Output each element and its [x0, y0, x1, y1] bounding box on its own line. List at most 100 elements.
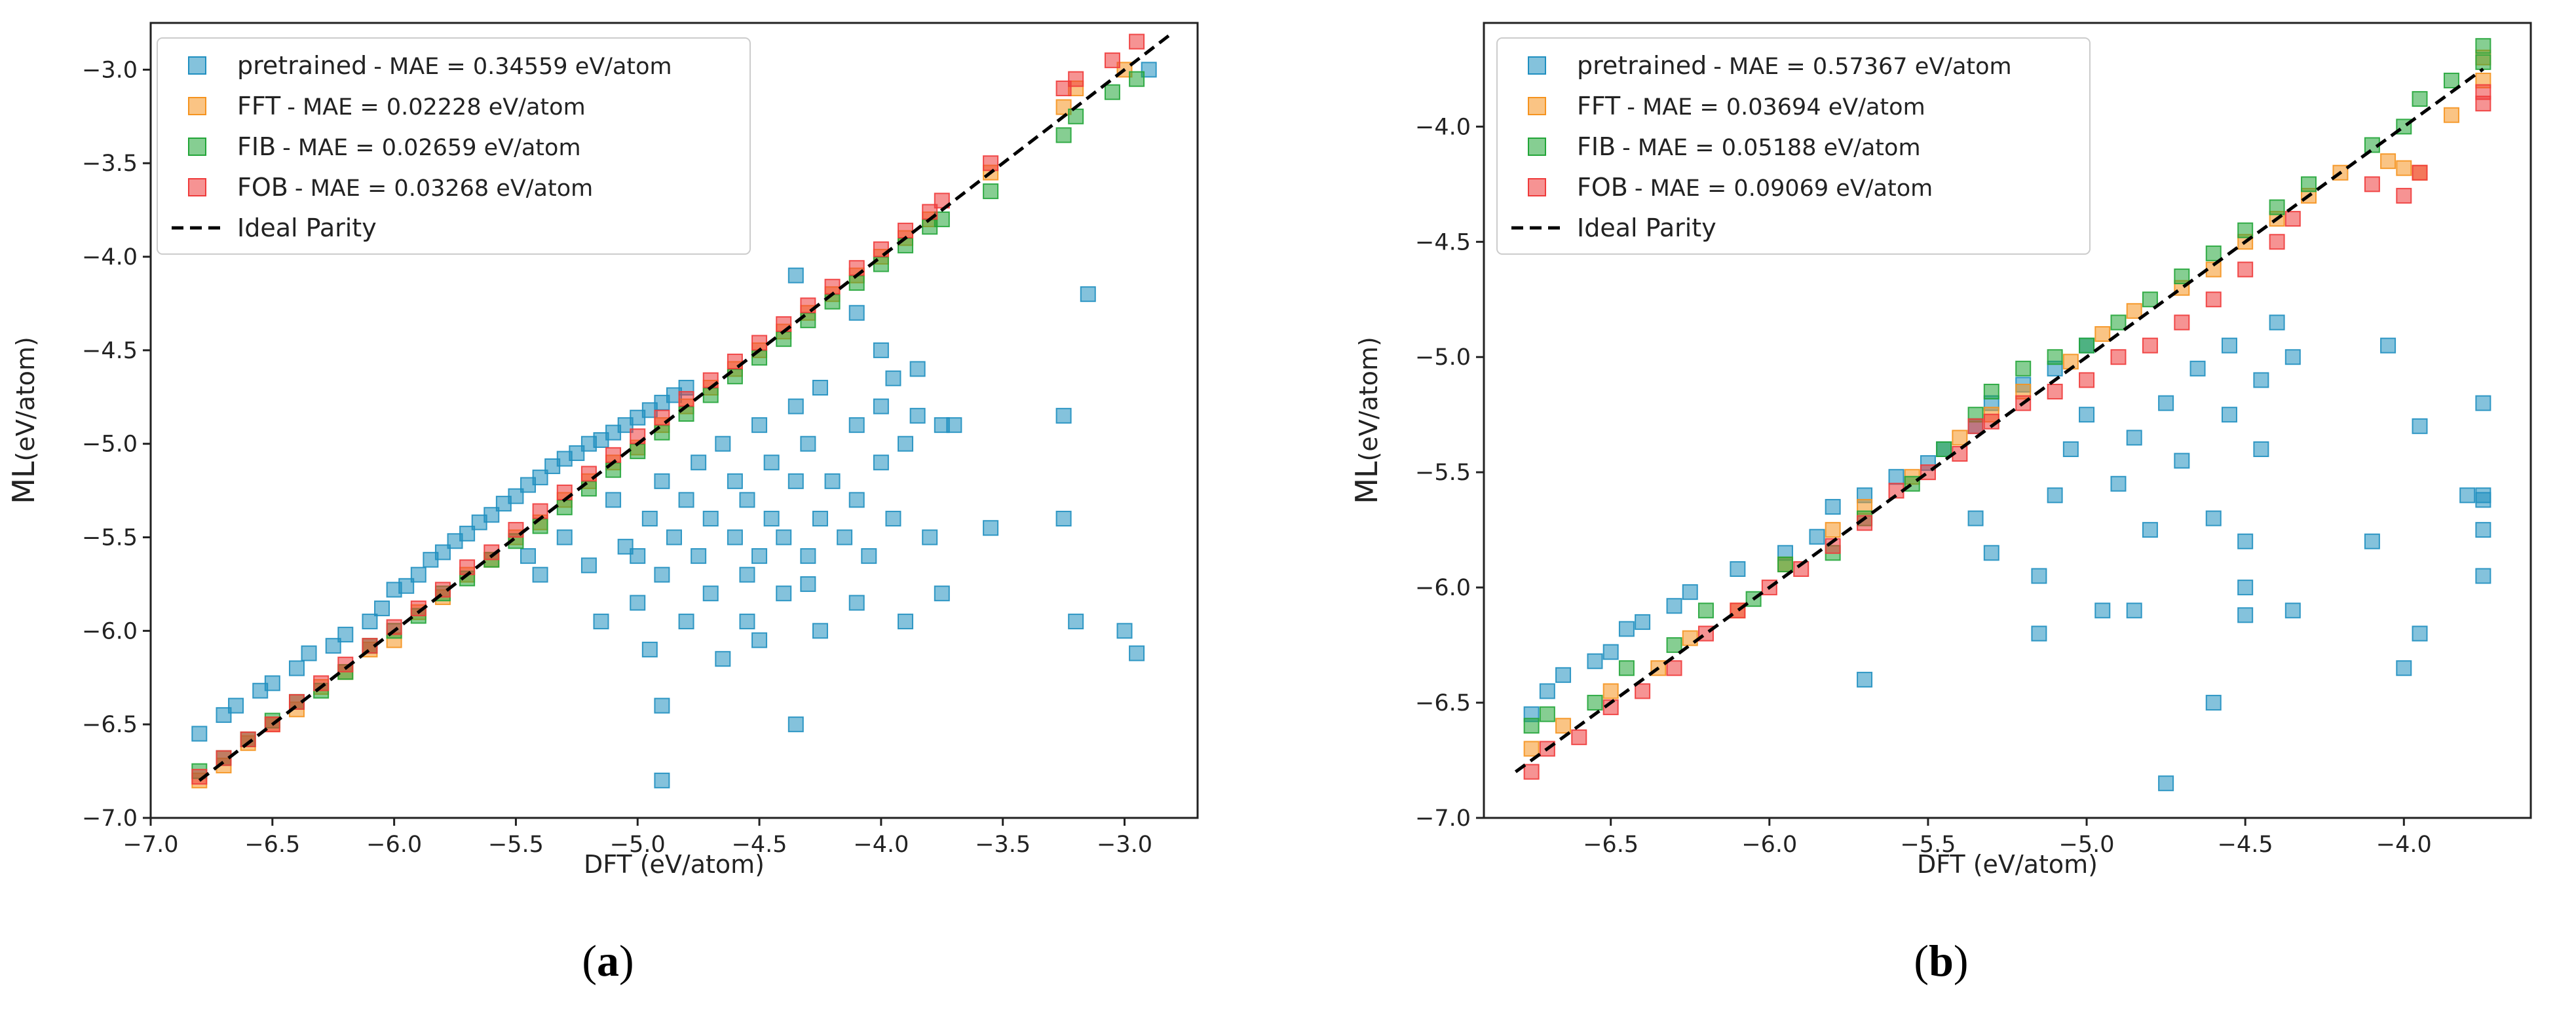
data-point-fob [386, 619, 402, 635]
x-tick-label: −5.0 [2059, 832, 2115, 858]
data-point-pretrained [1857, 671, 1873, 688]
y-tick-label: −6.0 [82, 618, 138, 644]
x-tick-label: −6.5 [244, 832, 300, 858]
data-point-pretrained [398, 578, 415, 594]
x-axis-label: DFT (eV/atom) [584, 850, 765, 879]
data-point-pretrained [702, 510, 719, 526]
data-point-pretrained [812, 623, 828, 639]
data-point-fob [2364, 176, 2380, 193]
y-tick-label: −4.0 [1415, 114, 1471, 140]
data-point-pretrained [909, 361, 926, 377]
data-point-pretrained [1618, 621, 1635, 637]
data-point-pretrained [873, 398, 889, 415]
legend-item-parity: Ideal Parity [1511, 213, 1716, 242]
data-point-pretrained [1967, 510, 1984, 526]
panel-b: −6.5 −6.0 −5.5 −5.0 −4.5 −4.0 −7.0 −6.5 −6.0 −5.5… [1349, 22, 2532, 986]
caption-open: ( [1914, 936, 1929, 986]
data-point-pretrained [787, 398, 804, 415]
data-point-fob [2396, 187, 2412, 204]
data-point-pretrained [556, 529, 573, 545]
legend-metric: - MAE = 0.05188 eV/atom [1622, 135, 1920, 161]
series-pretrained [1523, 314, 2491, 792]
data-point-pretrained [787, 716, 804, 733]
data-point-pretrained [617, 538, 634, 555]
legend-label: pretrained - MAE = 0.34559 eV/atom [237, 51, 672, 80]
data-point-pretrained [654, 566, 670, 583]
ideal-parity-line [1514, 67, 2484, 773]
y-tick-label: −5.5 [82, 525, 138, 551]
data-point-pretrained [2396, 660, 2412, 676]
data-point-pretrained [763, 454, 780, 471]
data-point-fib [1587, 695, 1603, 711]
data-point-pretrained [2269, 314, 2285, 331]
data-point-pretrained [1055, 510, 1072, 526]
legend-item-fft: FFT - MAE = 0.02228 eV/atom [188, 92, 586, 120]
legend-swatch-pretrained [188, 56, 206, 75]
data-point-pretrained [739, 566, 755, 583]
data-point-pretrained [2205, 510, 2222, 526]
x-tick-label: −3.0 [1097, 832, 1152, 858]
data-point-pretrained [288, 660, 305, 676]
data-point-pretrained [337, 627, 354, 643]
data-point-fib [702, 387, 719, 403]
data-point-fft [1602, 683, 1619, 699]
data-point-fib [2174, 268, 2190, 285]
data-point-fob [2284, 211, 2301, 227]
data-point-pretrained [2094, 602, 2111, 619]
data-point-pretrained [787, 473, 804, 489]
data-point-pretrained [1129, 645, 1145, 661]
legend-label: Ideal Parity [1577, 213, 1716, 242]
data-point-fob [1666, 660, 1682, 676]
data-point-pretrained [848, 304, 865, 321]
x-tick-label: −5.5 [488, 832, 544, 858]
data-point-pretrained [873, 342, 889, 358]
data-point-fib [2110, 314, 2127, 331]
x-tick-label: −6.0 [366, 832, 422, 858]
legend-name: pretrained [237, 51, 367, 80]
data-point-fib [2079, 337, 2095, 354]
legend-name: FOB [1577, 173, 1628, 202]
data-point-pretrained [885, 510, 901, 526]
y-tick-label: −6.5 [82, 712, 138, 738]
data-point-pretrained [678, 492, 694, 508]
legend-name: Ideal Parity [237, 213, 377, 242]
data-point-pretrained [800, 548, 816, 564]
x-axis-label: DFT (eV/atom) [1917, 850, 2098, 879]
legend-swatch-fib [188, 138, 206, 156]
data-layer [1514, 38, 2491, 792]
data-point-fib [2205, 245, 2222, 261]
x-tick-label: −4.5 [2218, 832, 2273, 858]
data-point-pretrained [2142, 522, 2158, 538]
data-point-pretrained [776, 529, 792, 545]
y-tick-label: −7.0 [1415, 805, 1471, 832]
legend-item-fib: FIB - MAE = 0.05188 eV/atom [1528, 132, 1921, 161]
data-point-pretrained [1635, 614, 1651, 630]
legend-item-fft: FFT - MAE = 0.03694 eV/atom [1528, 92, 1925, 120]
data-point-pretrained [1080, 286, 1096, 303]
data-point-pretrained [2221, 337, 2237, 354]
y-tick-label: −4.5 [82, 338, 138, 364]
data-point-pretrained [2189, 360, 2206, 377]
data-point-fft [2380, 153, 2396, 170]
data-point-pretrained [715, 651, 731, 667]
data-point-pretrained [2284, 349, 2301, 365]
data-point-pretrained [301, 645, 317, 661]
data-point-pretrained [1602, 644, 1619, 660]
data-point-pretrained [2237, 607, 2254, 623]
panel-a: −7.0 −6.5 −6.0 −5.5 −5.0 −4.5 −4.0 −3.5 −3.0 −7.0… [6, 22, 1199, 986]
data-point-fib [1068, 108, 1084, 124]
data-point-pretrained [654, 473, 670, 489]
data-point-fft [2094, 326, 2111, 342]
data-point-pretrained [459, 525, 476, 542]
data-point-fib [556, 499, 573, 515]
legend-swatch-fib [1528, 138, 1546, 156]
caption-letter: b [1929, 936, 1954, 986]
legend-metric: - MAE = 0.03694 eV/atom [1627, 94, 1925, 120]
data-point-pretrained [727, 473, 743, 489]
data-point-fib [2142, 291, 2158, 308]
data-point-pretrained [2253, 441, 2269, 457]
data-point-pretrained [946, 417, 962, 434]
data-point-fib [776, 331, 792, 347]
legend-label: Ideal Parity [237, 213, 377, 242]
